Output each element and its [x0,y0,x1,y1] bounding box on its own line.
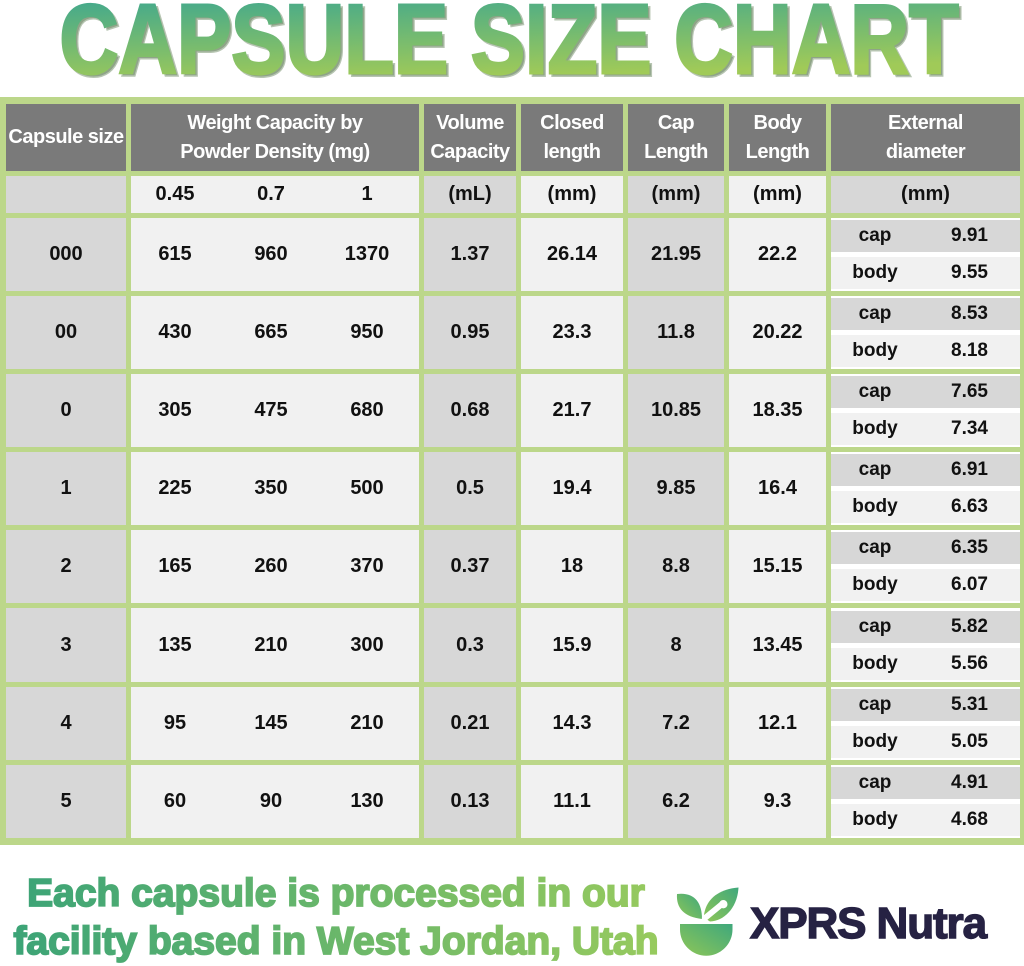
svg-text:CAPSULE SIZE CHART: CAPSULE SIZE CHART [62,0,961,96]
svg-text:facility based in West Jordan,: facility based in West Jordan, Utah [13,920,658,963]
svg-text:CAPSULE SIZE CHART: CAPSULE SIZE CHART [60,0,959,95]
svg-text:Each capsule is processed in o: Each capsule is processed in our [27,872,645,915]
